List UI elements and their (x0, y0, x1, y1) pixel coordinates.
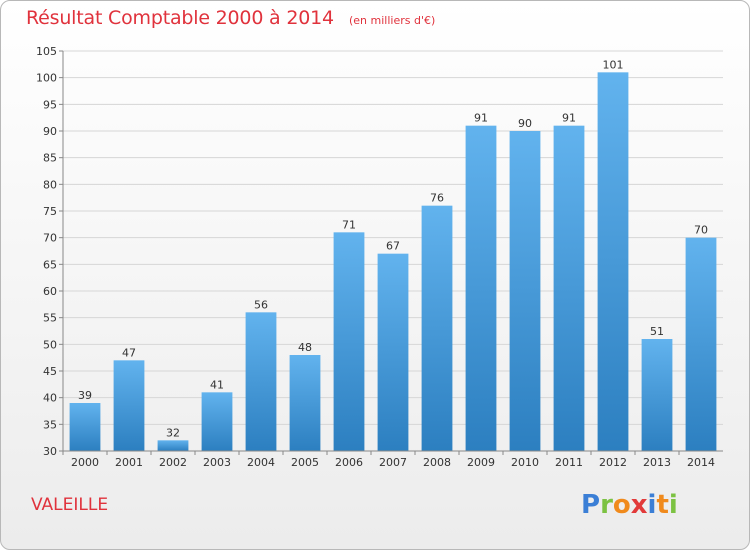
y-tick-label: 85 (43, 152, 57, 165)
bar (157, 440, 189, 451)
y-tick-label: 35 (43, 418, 57, 431)
logo-letter: x (630, 490, 648, 520)
commune-name: VALEILLE (31, 495, 109, 515)
x-tick-label: 2003 (203, 456, 231, 469)
x-tick-label: 2012 (599, 456, 627, 469)
y-tick-label: 55 (43, 312, 57, 325)
y-tick-label: 45 (43, 365, 57, 378)
x-tick-label: 2008 (423, 456, 451, 469)
x-tick-label: 2002 (159, 456, 187, 469)
data-label: 67 (386, 240, 400, 253)
bar (245, 312, 277, 451)
data-label: 51 (650, 325, 664, 338)
x-tick-label: 2004 (247, 456, 275, 469)
y-axis-ticks: 30 35 40 45 50 55 60 65 70 75 80 85 90 95 100 105 (36, 45, 63, 458)
y-tick-label: 40 (43, 392, 57, 405)
x-tick-label: 2011 (555, 456, 583, 469)
bar (597, 72, 629, 451)
y-tick-label: 105 (36, 45, 57, 58)
x-tick-label: 2006 (335, 456, 363, 469)
data-label: 91 (474, 112, 488, 125)
data-label: 70 (694, 224, 708, 237)
bar (333, 232, 365, 451)
y-tick-label: 60 (43, 285, 57, 298)
bar (641, 339, 673, 451)
y-tick-label: 30 (43, 445, 57, 458)
y-tick-label: 95 (43, 98, 57, 111)
logo-letter: o (612, 490, 631, 520)
bars (69, 72, 717, 452)
bar (685, 237, 717, 451)
chart-subtitle: (en milliers d'€) (348, 14, 436, 27)
y-tick-label: 70 (43, 232, 57, 245)
data-labels: 39 47 32 41 56 48 71 67 76 91 90 91 101 51 70 (78, 58, 708, 439)
bar (201, 392, 233, 451)
y-tick-label: 65 (43, 258, 57, 271)
bar (509, 131, 541, 451)
x-tick-label: 2010 (511, 456, 539, 469)
y-tick-label: 50 (43, 338, 57, 351)
x-tick-label: 2007 (379, 456, 407, 469)
data-label: 101 (603, 58, 624, 71)
bar (421, 205, 453, 451)
bar (553, 125, 585, 452)
y-tick-label: 100 (36, 72, 57, 85)
logo-letter: i (647, 490, 657, 520)
x-tick-label: 2005 (291, 456, 319, 469)
proxiti-logo: Proxiti (581, 490, 678, 520)
x-tick-label: 2014 (687, 456, 715, 469)
bar (465, 125, 497, 452)
logo-letter: t (656, 490, 669, 520)
x-tick-label: 2009 (467, 456, 495, 469)
data-label: 91 (562, 112, 576, 125)
x-axis-ticks: 2000 2001 2002 2003 2004 2005 2006 2007 2008 2009… (62, 451, 715, 469)
axes (62, 51, 723, 452)
data-label: 48 (298, 341, 312, 354)
title-row: Résultat Comptable 2000 à 2014 (en milli… (26, 7, 435, 29)
y-tick-label: 75 (43, 205, 57, 218)
bar (289, 355, 321, 451)
data-label: 76 (430, 192, 444, 205)
x-tick-label: 2000 (71, 456, 99, 469)
logo-letter: P (581, 490, 601, 520)
data-label: 32 (166, 426, 180, 439)
data-label: 56 (254, 298, 268, 311)
logo-letter: r (600, 490, 613, 520)
chart-title: Résultat Comptable 2000 à 2014 (26, 7, 334, 29)
data-label: 47 (122, 346, 136, 359)
x-tick-label: 2001 (115, 456, 143, 469)
bar (69, 403, 101, 451)
data-label: 71 (342, 218, 356, 231)
logo-letter: i (668, 490, 678, 520)
x-tick-label: 2013 (643, 456, 671, 469)
data-label: 39 (78, 389, 92, 402)
bar (377, 253, 409, 451)
y-tick-label: 90 (43, 125, 57, 138)
data-label: 41 (210, 378, 224, 391)
bar (113, 360, 145, 451)
data-label: 90 (518, 117, 532, 130)
y-tick-label: 80 (43, 178, 57, 191)
